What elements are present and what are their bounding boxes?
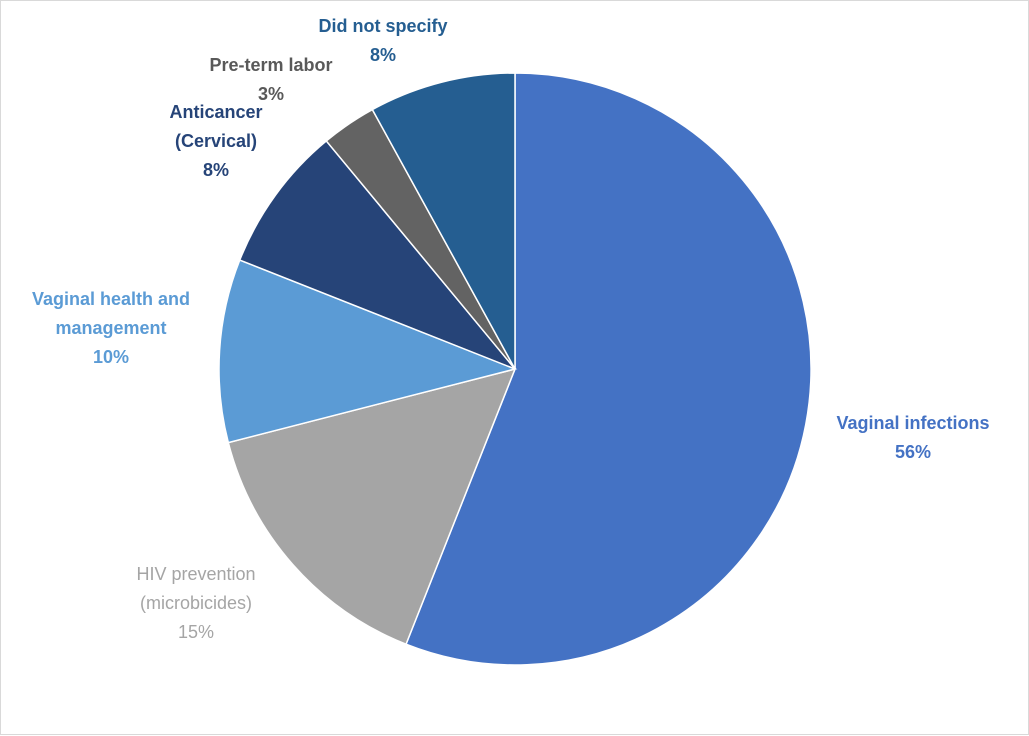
label-did-not-specify-name: Did not specify: [318, 16, 448, 36]
label-hiv-prevention-value: 15%: [177, 622, 215, 642]
label-vaginal-health-name-2: management: [55, 318, 167, 338]
label-vaginal-infections-name: Vaginal infections: [836, 413, 990, 433]
label-pre-term-labor-name: Pre-term labor: [209, 55, 333, 75]
label-hiv-prevention-name-1: HIV prevention: [136, 564, 256, 584]
label-anticancer: Anticancer (Cervical) 8%: [146, 98, 286, 185]
label-anticancer-name-1: Anticancer: [169, 102, 263, 122]
label-hiv-prevention-name-2: (microbicides): [139, 593, 253, 613]
label-vaginal-health-name-1: Vaginal health and: [31, 289, 191, 309]
label-hiv-prevention: HIV prevention (microbicides) 15%: [96, 560, 296, 647]
pie-slice-vaginal-health: [218, 259, 518, 444]
label-vaginal-health-value: 10%: [92, 347, 130, 367]
pie-slice-anticancer: [238, 139, 516, 370]
pie-slice-did-not-specify: [371, 72, 516, 370]
pie-slice-hiv-prevention: [227, 367, 517, 646]
pie-slice-vaginal-infections: [405, 72, 812, 666]
label-anticancer-name-2: (Cervical): [174, 131, 258, 151]
label-did-not-specify: Did not specify 8%: [303, 12, 463, 70]
label-did-not-specify-value: 8%: [369, 45, 396, 65]
label-vaginal-infections-value: 56%: [894, 442, 932, 462]
label-anticancer-value: 8%: [202, 160, 229, 180]
label-pre-term-labor: Pre-term labor 3%: [191, 51, 351, 109]
label-vaginal-infections: Vaginal infections 56%: [813, 409, 1013, 467]
label-pre-term-labor-value: 3%: [257, 84, 284, 104]
label-vaginal-health: Vaginal health and management 10%: [6, 285, 216, 372]
